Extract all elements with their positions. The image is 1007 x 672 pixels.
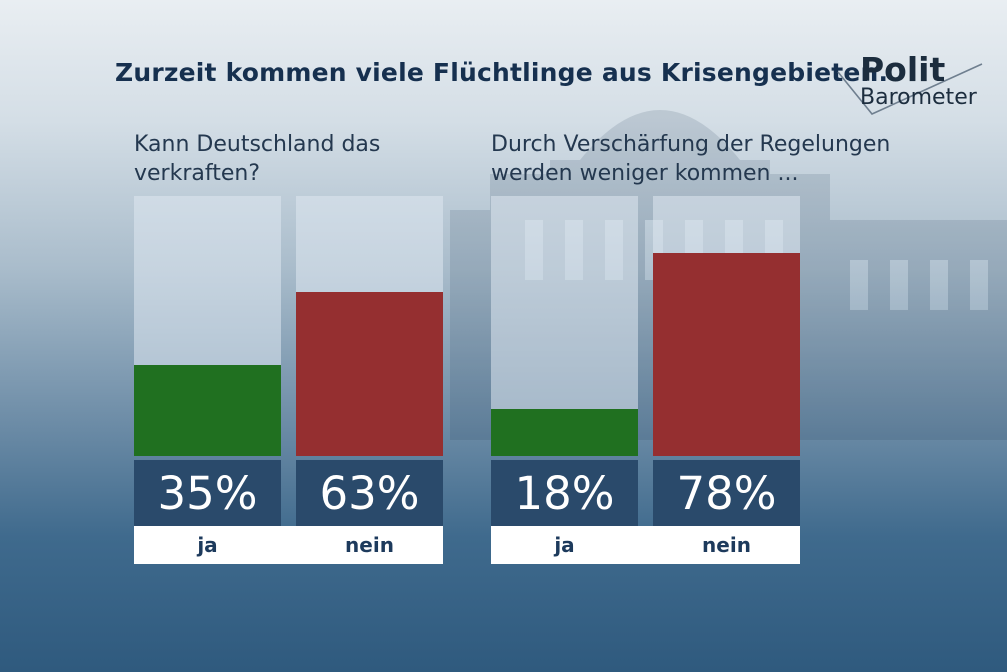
value-label-ja: 35% bbox=[134, 460, 281, 526]
bar-track-ja bbox=[134, 196, 281, 456]
category-label-ja: ja bbox=[197, 533, 218, 557]
category-label-ja: ja bbox=[554, 533, 575, 557]
checkmark-icon bbox=[837, 63, 983, 115]
bar-track-nein bbox=[296, 196, 443, 456]
value-label-nein: 63% bbox=[296, 460, 443, 526]
bar-ja bbox=[134, 365, 281, 456]
bar-ja bbox=[491, 409, 638, 456]
politbarometer-logo: Polit Barometer bbox=[836, 50, 986, 115]
bar-nein bbox=[296, 292, 443, 456]
chart-2: 18% 78% ja nein bbox=[491, 196, 800, 564]
chart-1: 35% 63% ja nein bbox=[134, 196, 443, 564]
value-label-nein: 78% bbox=[653, 460, 800, 526]
value-label-ja: 18% bbox=[491, 460, 638, 526]
bar-track-nein bbox=[653, 196, 800, 456]
logo-line-2: Barometer bbox=[860, 85, 977, 110]
category-label-nein: nein bbox=[345, 533, 394, 557]
category-label-strip: ja nein bbox=[134, 526, 443, 564]
chart-1-title: Kann Deutschland das verkraften? bbox=[134, 132, 381, 186]
chart-2-title: Durch Verschärfung der Regelungen werden… bbox=[491, 132, 891, 186]
bar-track-ja bbox=[491, 196, 638, 456]
headline: Zurzeit kommen viele Flüchtlinge aus Kri… bbox=[115, 58, 889, 87]
category-label-strip: ja nein bbox=[491, 526, 800, 564]
category-label-nein: nein bbox=[702, 533, 751, 557]
bar-nein bbox=[653, 253, 800, 456]
logo-line-1: Polit bbox=[860, 50, 946, 89]
